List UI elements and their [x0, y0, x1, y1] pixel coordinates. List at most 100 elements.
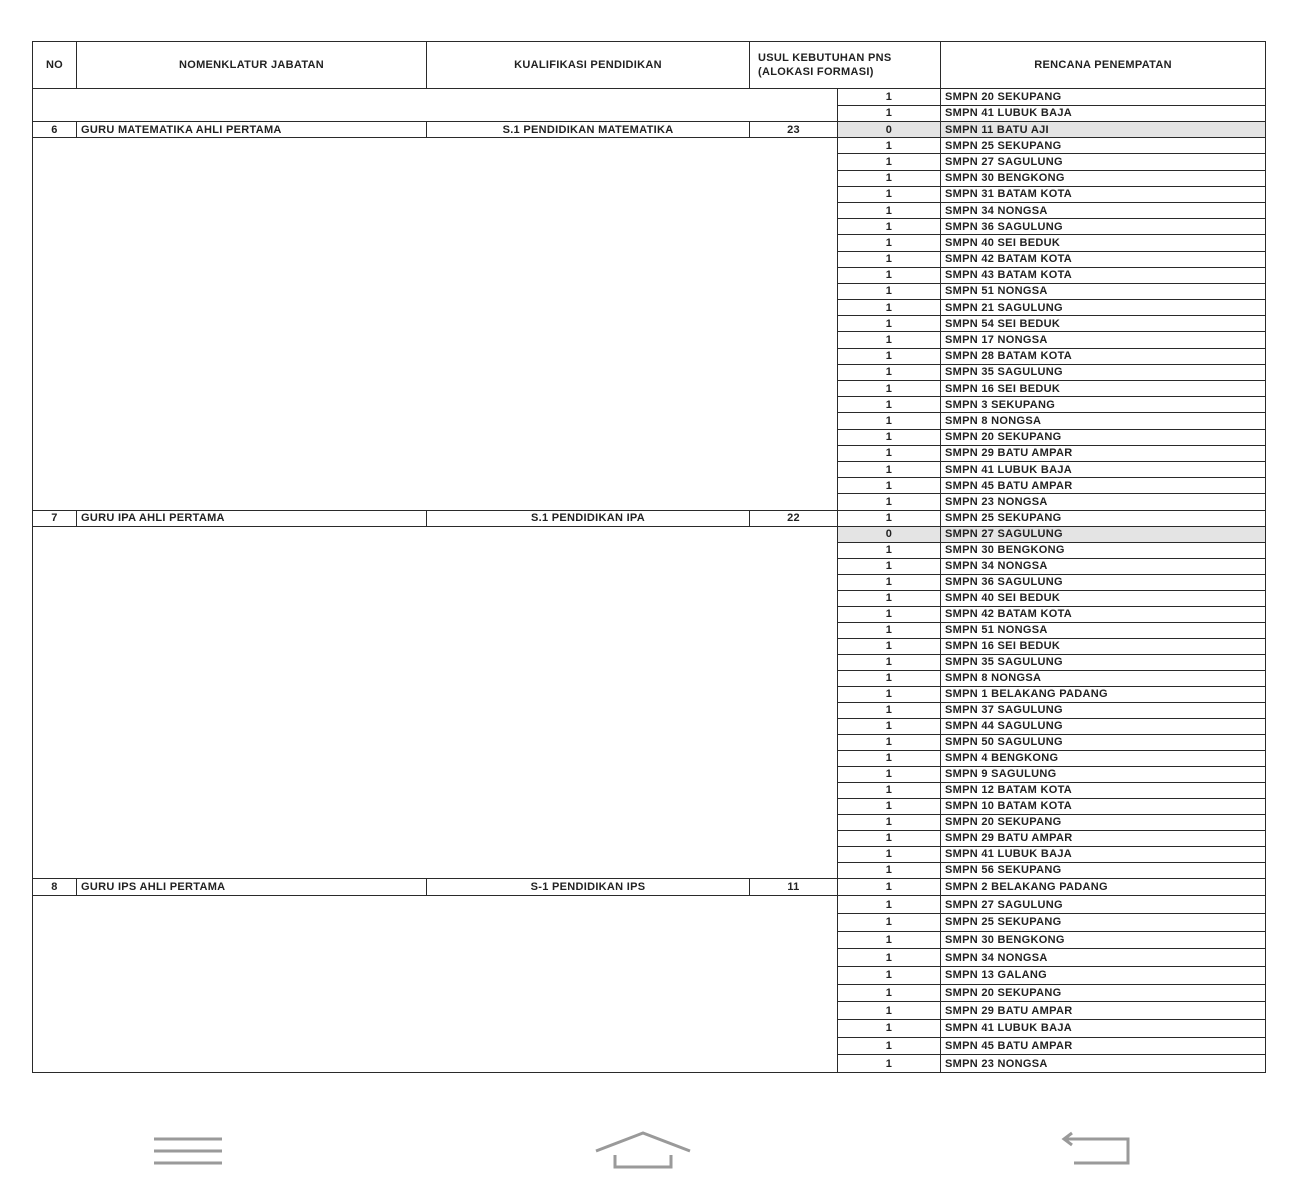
- placement-school: SMPN 41 LUBUK BAJA: [940, 845, 1267, 863]
- placement-count: 1: [836, 541, 942, 559]
- header-no: NO: [32, 41, 77, 89]
- placement-school: SMPN 43 BATAM KOTA: [940, 266, 1267, 284]
- table-row: 1 SMPN 27 SAGULUNG: [33, 153, 1267, 171]
- table-row: 1 SMPN 35 SAGULUNG: [33, 363, 1267, 382]
- placement-count: 0: [836, 120, 942, 139]
- table-row: 1 SMPN 56 SEKUPANG: [33, 861, 1267, 879]
- placement-count: 1: [836, 412, 942, 430]
- placement-count: 1: [836, 282, 942, 301]
- placement-count: 1: [836, 477, 942, 495]
- placement-school: SMPN 30 BENGKONG: [940, 541, 1267, 559]
- placement-school: SMPN 51 NONGSA: [940, 282, 1267, 301]
- table-row: 1 SMPN 29 BATU AMPAR: [33, 444, 1267, 462]
- placement-school: SMPN 42 BATAM KOTA: [940, 605, 1267, 623]
- header-usul: USUL KEBUTUHAN PNS (ALOKASI FORMASI): [748, 41, 942, 89]
- placement-school: SMPN 23 NONGSA: [940, 1054, 1267, 1074]
- placement-count: 1: [836, 444, 942, 462]
- placement-school: SMPN 16 SEI BEDUK: [940, 637, 1267, 655]
- placement-school: SMPN 29 BATU AMPAR: [940, 829, 1267, 847]
- placement-school: SMPN 44 SAGULUNG: [940, 717, 1267, 735]
- placement-school: SMPN 20 SEKUPANG: [940, 983, 1267, 1003]
- merged-blank-cell: [32, 525, 838, 879]
- placement-count: 1: [836, 781, 942, 799]
- table-row: 1 SMPN 27 SAGULUNG: [32, 895, 1267, 1074]
- placement-school: SMPN 35 SAGULUNG: [940, 363, 1267, 382]
- group-row: 8 GURU IPS AHLI PERTAMA S-1 PENDIDIKAN IPS…: [32, 877, 1267, 897]
- android-nav-bar: [0, 1125, 1300, 1175]
- table-row: 1 SMPN 35 SAGULUNG: [33, 653, 1267, 671]
- table-row: 1 SMPN 40 SEI BEDUK: [33, 589, 1267, 607]
- header-nomenklatur: NOMENKLATUR JABATAN: [76, 41, 427, 89]
- placement-count: 1: [836, 1054, 942, 1074]
- table-row: 1 SMPN 16 SEI BEDUK: [33, 637, 1267, 655]
- placement-school: SMPN 28 BATAM KOTA: [940, 347, 1267, 365]
- table-row: 1 SMPN 41 LUBUK BAJA: [33, 460, 1267, 479]
- placement-count: 1: [836, 621, 942, 639]
- merged-blank-cell: [32, 895, 838, 1074]
- placement-count: 1: [836, 983, 942, 1003]
- jabatan-no: 8: [32, 877, 77, 897]
- placement-school: SMPN 30 BENGKONG: [940, 169, 1267, 187]
- menu-icon[interactable]: [152, 1135, 224, 1167]
- placement-count: 1: [836, 797, 942, 815]
- placement-school: SMPN 37 SAGULUNG: [940, 701, 1267, 719]
- placement-school: SMPN 36 SAGULUNG: [940, 218, 1267, 236]
- placement-school: SMPN 40 SEI BEDUK: [940, 589, 1267, 607]
- placement-count: 1: [836, 701, 942, 719]
- placement-count: 1: [836, 88, 942, 106]
- home-icon[interactable]: [593, 1129, 693, 1171]
- placement-school: SMPN 50 SAGULUNG: [940, 733, 1267, 751]
- placement-school: SMPN 8 NONGSA: [940, 669, 1267, 687]
- placement-school: SMPN 20 SEKUPANG: [940, 428, 1267, 446]
- placement-count: 1: [836, 509, 942, 527]
- placement-school: SMPN 11 BATU AJI: [940, 120, 1267, 139]
- placement-school: SMPN 10 BATAM KOTA: [940, 797, 1267, 815]
- table-row: 1 SMPN 30 BENGKONG: [33, 541, 1267, 559]
- kualifikasi: S-1 PENDIDIKAN IPS: [426, 877, 750, 897]
- placement-school: SMPN 20 SEKUPANG: [940, 813, 1267, 831]
- placement-school: SMPN 34 NONGSA: [940, 557, 1267, 575]
- placement-school: SMPN 13 GALANG: [940, 965, 1267, 985]
- placement-school: SMPN 27 SAGULUNG: [940, 525, 1267, 543]
- kualifikasi: S.1 PENDIDIKAN IPA: [426, 509, 750, 527]
- group-row: 7 GURU IPA AHLI PERTAMA S.1 PENDIDIKAN IPA…: [32, 509, 1267, 527]
- jabatan-no: 6: [32, 120, 77, 139]
- placement-count: 1: [836, 379, 942, 398]
- table-row: 1 SMPN 34 NONGSA: [33, 557, 1267, 575]
- jabatan-no: 7: [32, 509, 77, 527]
- placement-school: SMPN 16 SEI BEDUK: [940, 379, 1267, 398]
- placement-count: 1: [836, 845, 942, 863]
- header-kualifikasi: KUALIFIKASI PENDIDIKAN: [426, 41, 750, 89]
- placement-count: 1: [836, 299, 942, 317]
- table-row: 1 SMPN 23 NONGSA: [33, 493, 1267, 511]
- kualifikasi: S.1 PENDIDIKAN MATEMATIKA: [426, 120, 750, 139]
- placement-count: 1: [836, 912, 942, 932]
- back-icon[interactable]: [1060, 1131, 1135, 1167]
- placement-count: 1: [836, 637, 942, 655]
- placement-count: 1: [836, 104, 942, 122]
- group-row: 6 GURU MATEMATIKA AHLI PERTAMA S.1 PENDIDI…: [32, 120, 1267, 139]
- table-row: 1 SMPN 20 SEKUPANG: [32, 88, 1267, 122]
- placement-school: SMPN 8 NONGSA: [940, 412, 1267, 430]
- table-row: 1 SMPN 31 BATAM KOTA: [33, 185, 1267, 203]
- placement-school: SMPN 35 SAGULUNG: [940, 653, 1267, 671]
- placement-count: 1: [836, 347, 942, 365]
- table-row: 1 SMPN 20 SEKUPANG: [33, 983, 1267, 1003]
- placement-count: 1: [836, 948, 942, 967]
- table-row: 1 SMPN 51 NONGSA: [33, 282, 1267, 301]
- placement-school: SMPN 31 BATAM KOTA: [940, 185, 1267, 203]
- placement-count: 1: [836, 733, 942, 751]
- table-row: 1 SMPN 23 NONGSA: [33, 1054, 1267, 1074]
- jabatan-name: GURU IPA AHLI PERTAMA: [76, 509, 427, 527]
- placement-count: 1: [836, 185, 942, 203]
- formasi-table: NO NOMENKLATUR JABATAN KUALIFIKASI PENDI…: [32, 41, 1267, 1074]
- table-row: 1 SMPN 20 SEKUPANG: [33, 428, 1267, 446]
- merged-blank-cell: [32, 137, 838, 511]
- placement-school: SMPN 42 BATAM KOTA: [940, 250, 1267, 268]
- placement-count: 1: [836, 669, 942, 687]
- placement-school: SMPN 41 LUBUK BAJA: [940, 1019, 1267, 1038]
- table-row: 1 SMPN 29 BATU AMPAR: [33, 829, 1267, 847]
- table-row: 1 SMPN 45 BATU AMPAR: [33, 477, 1267, 495]
- placement-count: 1: [836, 861, 942, 879]
- placement-count: 1: [836, 460, 942, 479]
